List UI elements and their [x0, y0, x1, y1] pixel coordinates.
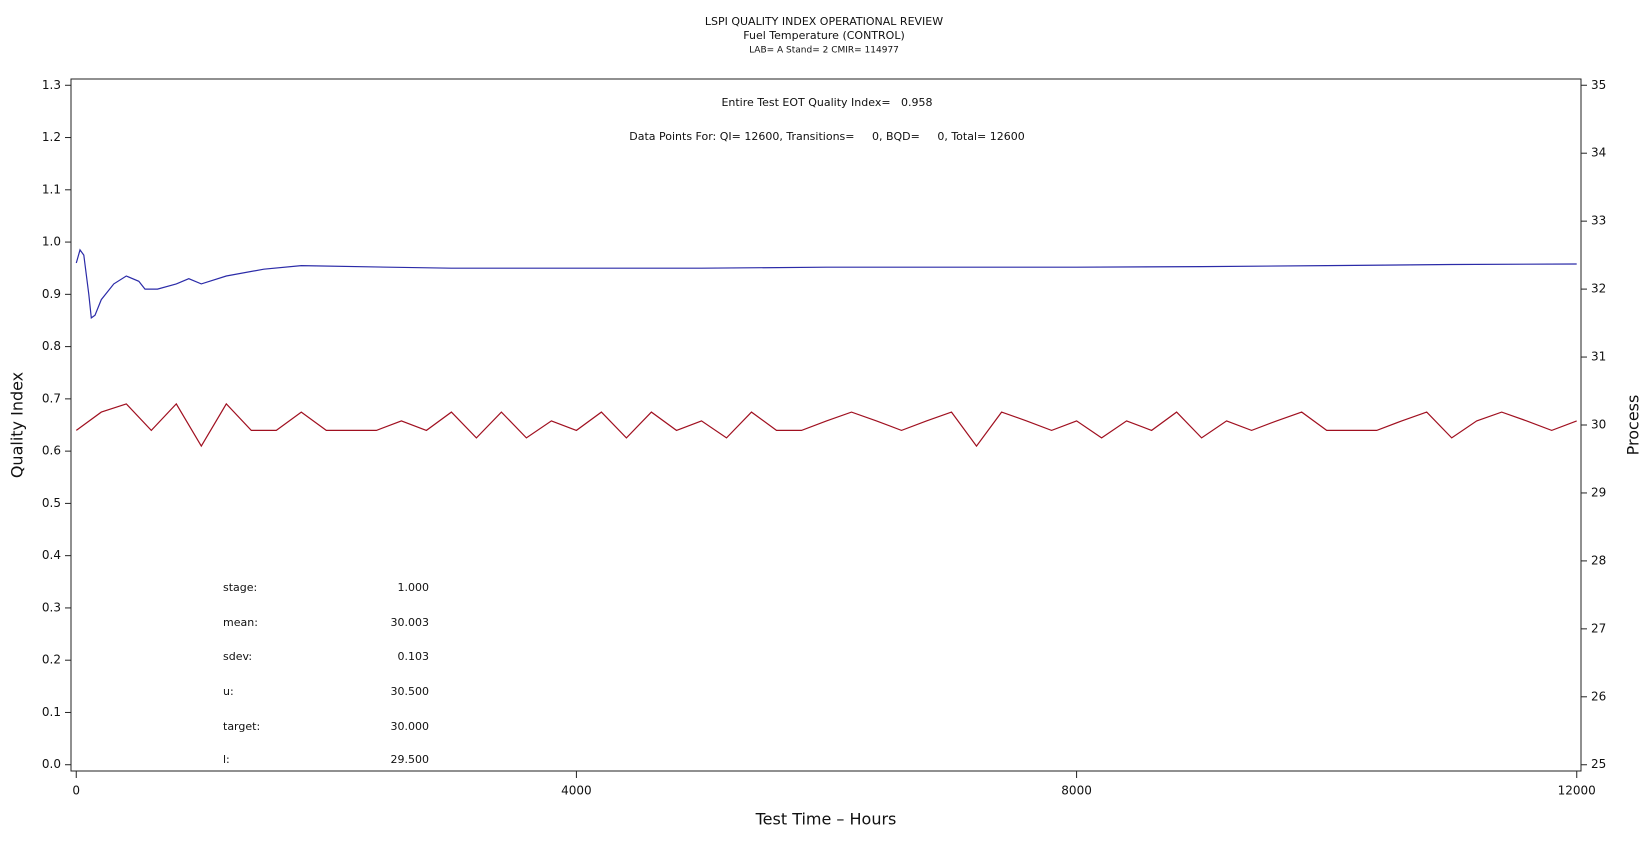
y-tick-label: 0.8: [42, 339, 61, 353]
y-tick-label: 1.1: [42, 182, 61, 196]
chart-subtitle: LAB= A Stand= 2 CMIR= 114977: [749, 46, 899, 56]
y-tick-label: 0.3: [42, 600, 61, 614]
x-tick-label: 12000: [1558, 784, 1596, 798]
y2-tick-label: 33: [1591, 214, 1606, 228]
y-tick-label: 0.6: [42, 444, 61, 458]
stat-value: 0.103: [398, 650, 430, 663]
y-tick-label: 0.0: [42, 757, 61, 771]
plot-frame: [70, 78, 1582, 772]
y-tick-label: 0.1: [42, 705, 61, 719]
x-axis-label: Test Time – Hours: [755, 810, 897, 829]
stat-value: 30.000: [391, 720, 430, 733]
y2-tick-label: 29: [1591, 485, 1606, 499]
stat-label: l:: [223, 753, 230, 766]
annotation: Data Points For: QI= 12600, Transitions=…: [629, 130, 1024, 143]
stat-label: sdev:: [223, 650, 252, 663]
x-tick-label: 8000: [1061, 784, 1092, 798]
y2-tick-label: 34: [1591, 146, 1606, 160]
y-tick-label: 0.4: [42, 548, 61, 562]
y-tick-label: 1.2: [42, 130, 61, 144]
y-tick-label: 0.2: [42, 653, 61, 667]
stat-label: target:: [223, 720, 260, 733]
y2-tick-label: 30: [1591, 418, 1606, 432]
y2-tick-label: 28: [1591, 553, 1606, 567]
y-tick-label: 0.9: [42, 287, 61, 301]
y-tick-label: 1.0: [42, 235, 61, 249]
y2-tick-label: 35: [1591, 78, 1606, 92]
y2-tick-label: 26: [1591, 689, 1606, 703]
stat-label: mean:: [223, 616, 258, 629]
stat-value: 1.000: [398, 581, 430, 594]
annotation: Entire Test EOT Quality Index= 0.958: [721, 96, 932, 109]
stat-value: 30.003: [391, 616, 430, 629]
stat-value: 30.500: [391, 685, 430, 698]
y-tick-label: 0.7: [42, 391, 61, 405]
chart-subtitle: Fuel Temperature (CONTROL): [743, 29, 905, 42]
y2-tick-label: 31: [1591, 350, 1606, 364]
y-tick-label: 1.3: [42, 78, 61, 92]
x-tick-label: 4000: [561, 784, 592, 798]
x-tick-label: 0: [72, 784, 80, 798]
y2-tick-label: 25: [1591, 757, 1606, 771]
stat-value: 29.500: [391, 753, 430, 766]
y-axis-label: Quality Index: [8, 372, 27, 478]
y2-axis-label: Process: [1624, 395, 1643, 456]
stat-label: stage:: [223, 581, 257, 594]
y2-tick-label: 27: [1591, 621, 1606, 635]
series-line: [75, 248, 1577, 319]
stat-label: u:: [223, 685, 234, 698]
y2-tick-label: 32: [1591, 282, 1606, 296]
series-line: [75, 402, 1577, 448]
chart-title: LSPI QUALITY INDEX OPERATIONAL REVIEW: [705, 15, 943, 28]
y-tick-label: 0.5: [42, 496, 61, 510]
